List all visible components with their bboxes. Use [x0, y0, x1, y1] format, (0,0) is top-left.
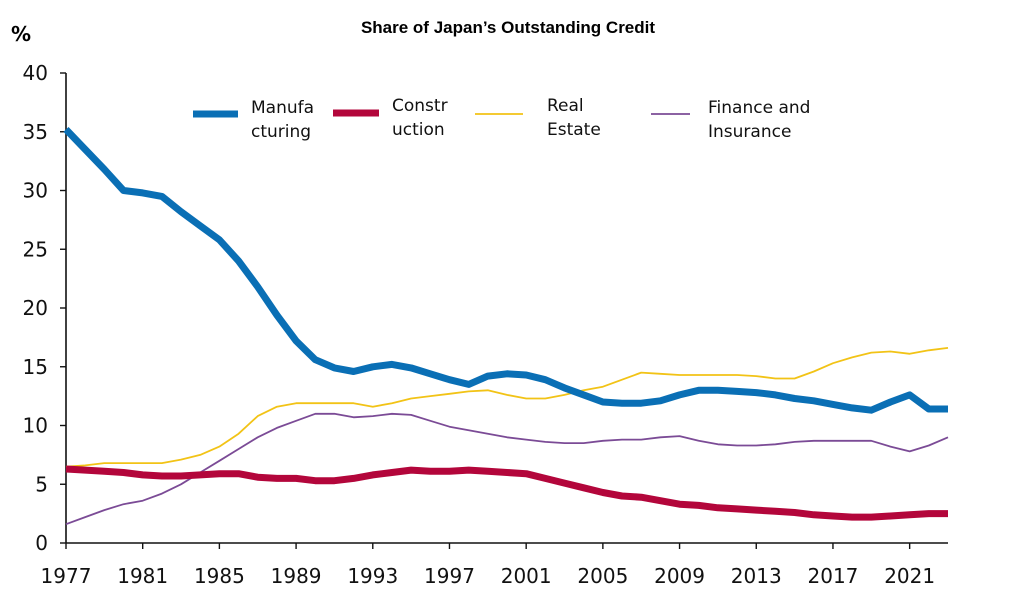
x-tick-label: 1997	[424, 564, 475, 588]
y-axis-ticks: 0 5 10 15 20 25 30 35 40	[23, 61, 66, 555]
legend-label-construction: Constr	[392, 96, 448, 116]
legend-label-finance-and-insurance: Finance and	[708, 98, 810, 118]
x-tick-label: 2001	[501, 564, 552, 588]
x-tick-label: 2017	[808, 564, 859, 588]
chart-title: Share of Japan’s Outstanding Credit	[361, 18, 655, 37]
x-tick-label: 1981	[117, 564, 168, 588]
y-tick-label: 15	[23, 355, 48, 379]
y-axis-unit-label: %	[11, 22, 31, 46]
x-tick-label: 1985	[194, 564, 245, 588]
legend-label-construction: uction	[392, 120, 445, 140]
x-axis-ticks: 1977 1981 1985 1989 1993 1997 2001 2005 2009 2013…	[41, 543, 935, 588]
x-tick-label: 1993	[347, 564, 398, 588]
legend-label-finance-and-insurance: Insurance	[708, 122, 791, 142]
y-tick-label: 35	[23, 120, 48, 144]
y-tick-label: 20	[23, 296, 48, 320]
legend-label-real-estate: Real	[547, 96, 584, 116]
y-tick-label: 40	[23, 61, 48, 85]
y-tick-label: 10	[23, 414, 48, 438]
y-tick-label: 25	[23, 237, 48, 261]
legend-label-real-estate: Estate	[547, 120, 601, 140]
series-layer	[63, 126, 949, 526]
series-line-real-estate	[65, 347, 949, 468]
x-tick-label: 1989	[271, 564, 322, 588]
x-tick-label: 2021	[884, 564, 935, 588]
series-line-manufacturing	[63, 126, 948, 414]
legend-label-manufacturing: Manufa	[251, 98, 314, 118]
series-line-finance-and-insurance	[65, 412, 949, 526]
legend: Manufa cturing Constr uction Real Estate Finan…	[193, 96, 810, 142]
x-tick-label: 2005	[577, 564, 628, 588]
x-tick-label: 2013	[731, 564, 782, 588]
y-tick-label: 5	[35, 472, 48, 496]
x-tick-label: 2009	[654, 564, 705, 588]
y-tick-label: 30	[23, 179, 48, 203]
y-tick-label: 0	[35, 531, 48, 555]
legend-label-manufacturing: cturing	[251, 122, 311, 142]
series-line-construction	[65, 465, 948, 521]
x-tick-label: 1977	[41, 564, 92, 588]
